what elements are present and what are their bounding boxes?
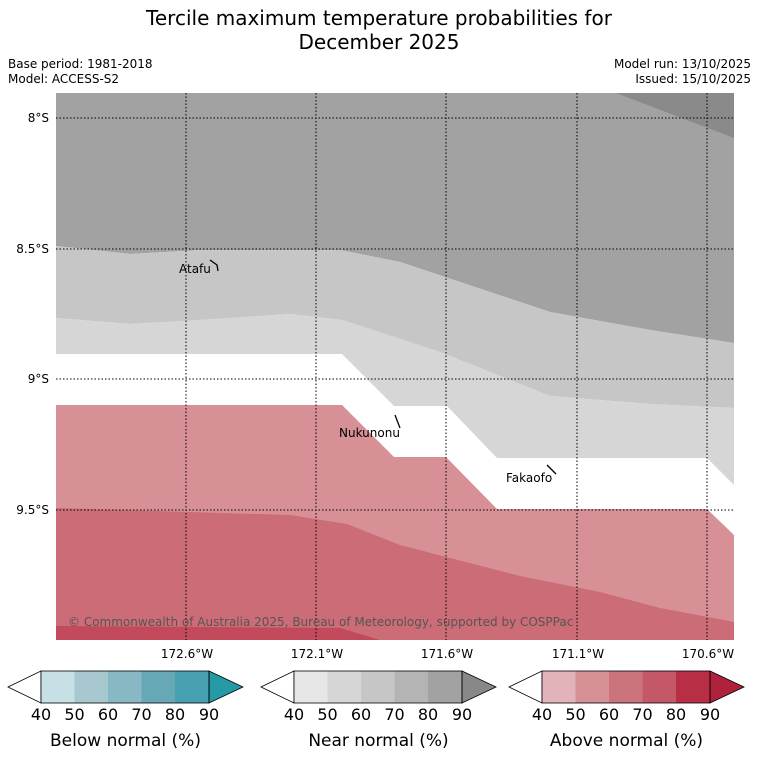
colorbar-above-swatch-80-90 <box>676 671 710 703</box>
colorbar-below-cap-low <box>7 670 42 704</box>
caption-above-normal: Above normal (%) <box>549 731 704 751</box>
colorbar-below-swatch-60-70 <box>108 671 142 703</box>
lon-label-172-6: 172.6°W <box>161 647 213 661</box>
meta-left: Base period: 1981-2018 Model: ACCESS-S2 <box>8 57 153 87</box>
issued-date: Issued: 15/10/2025 <box>635 72 751 86</box>
copyright-notice: © Commonwealth of Australia 2025, Bureau… <box>68 615 573 629</box>
colorbar-above-normal <box>508 670 745 704</box>
below-tick-50: 50 <box>64 705 84 724</box>
lon-label-170-6: 170.6°W <box>682 647 734 661</box>
colorbar-above-cap-high <box>709 670 745 704</box>
near-tick-90: 90 <box>452 705 472 724</box>
colorbar-above-swatch-50-60 <box>575 671 609 703</box>
colorbar-near-swatch-60-70 <box>361 671 395 703</box>
below-tick-90: 90 <box>199 705 219 724</box>
caption-near-normal: Near normal (%) <box>308 731 449 751</box>
meta-right: Model run: 13/10/2025 Issued: 15/10/2025 <box>614 57 751 87</box>
place-nukunonu: Nukunonu <box>339 426 400 440</box>
colorbar-below-cap-high <box>208 670 244 704</box>
below-tick-60: 60 <box>98 705 118 724</box>
colorbar-below-frame <box>40 670 210 704</box>
above-tick-80: 80 <box>666 705 686 724</box>
lon-label-171-6: 171.6°W <box>421 647 473 661</box>
colorbar-near-swatch-40-50 <box>294 671 328 703</box>
above-tick-90: 90 <box>700 705 720 724</box>
map-title: Tercile maximum temperature probabilitie… <box>0 6 758 54</box>
place-fakaofo: Fakaofo <box>506 471 552 485</box>
colorbar-above-frame <box>541 670 711 704</box>
colorbar-near-cap-low <box>260 670 295 704</box>
near-tick-70: 70 <box>384 705 404 724</box>
colorbar-below-swatch-40-50 <box>41 671 75 703</box>
below-tick-40: 40 <box>31 705 51 724</box>
atoll-nukunonu-outline <box>394 414 401 429</box>
colorbar-below-swatch-50-60 <box>74 671 108 703</box>
colorbar-below-swatch-80-90 <box>175 671 209 703</box>
caption-below-normal: Below normal (%) <box>50 731 201 751</box>
base-period: Base period: 1981-2018 <box>8 57 153 71</box>
title-line-2: December 2025 <box>298 30 460 54</box>
colorbar-near-swatch-70-80 <box>394 671 428 703</box>
lat-label-8-5: 8.5°S <box>16 242 49 256</box>
colorbar-near-swatch-50-60 <box>327 671 361 703</box>
below-tick-80: 80 <box>165 705 185 724</box>
colorbar-above-cap-low <box>508 670 543 704</box>
lat-label-9-5: 9.5°S <box>16 503 49 517</box>
atoll-fakaofo-outline <box>546 464 557 475</box>
region-near-40-50 <box>56 314 734 485</box>
colorbar-tick-labels: 40 50 60 70 80 90 40 50 60 70 80 90 40 5… <box>31 705 720 724</box>
colorbar-above-swatch-70-80 <box>642 671 676 703</box>
colorbar-below-normal <box>7 670 244 704</box>
colorbar-near-cap-high <box>461 670 497 704</box>
above-tick-60: 60 <box>599 705 619 724</box>
region-above-70-80 <box>56 626 380 640</box>
lon-label-172-1: 172.1°W <box>291 647 343 661</box>
near-tick-60: 60 <box>351 705 371 724</box>
lon-label-171-1: 171.1°W <box>552 647 604 661</box>
lat-label-8: 8°S <box>28 111 49 125</box>
model-run: Model run: 13/10/2025 <box>613 57 751 71</box>
colorbar-near-swatch-80-90 <box>428 671 462 703</box>
colorbar-below-swatch-70-80 <box>141 671 175 703</box>
region-near-50-60 <box>56 246 734 408</box>
lat-labels: 8°S 8.5°S 9°S 9.5°S <box>16 111 49 517</box>
lat-label-9: 9°S <box>28 372 49 386</box>
below-tick-70: 70 <box>131 705 151 724</box>
title-line-1: Tercile maximum temperature probabilitie… <box>146 6 612 30</box>
colorbar-above-swatch-40-50 <box>542 671 576 703</box>
colorbar-near-normal <box>260 670 497 704</box>
atoll-atafu-outline <box>209 259 219 272</box>
above-tick-70: 70 <box>632 705 652 724</box>
region-near-60-70 <box>56 93 734 343</box>
region-near-70-80 <box>616 93 734 138</box>
above-tick-40: 40 <box>532 705 552 724</box>
region-above-60-70 <box>56 508 734 640</box>
model-name: Model: ACCESS-S2 <box>8 72 120 86</box>
near-tick-50: 50 <box>317 705 337 724</box>
map-fill-regions: Atafu Nukunonu Fakaofo © Commonwealth of… <box>56 93 734 640</box>
lon-labels: 172.6°W 172.1°W 171.6°W 171.1°W 170.6°W <box>161 647 734 661</box>
near-tick-40: 40 <box>284 705 304 724</box>
gridlines <box>56 93 734 640</box>
near-tick-80: 80 <box>418 705 438 724</box>
above-tick-50: 50 <box>565 705 585 724</box>
place-atafu: Atafu <box>179 262 211 276</box>
colorbar-above-swatch-60-70 <box>609 671 643 703</box>
colorbar-near-frame <box>293 670 463 704</box>
